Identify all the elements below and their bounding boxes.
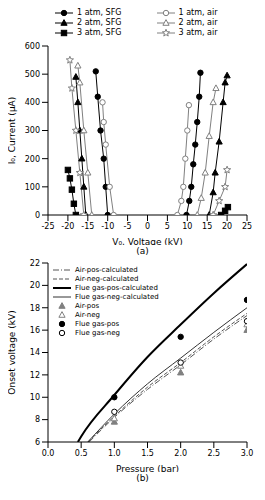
html-text:Flue gas-neg: Flue gas-neg [75,329,120,337]
svg-text:100: 100 [25,183,40,192]
svg-text:18: 18 [30,304,40,313]
svg-text:V₀, Voltage (kV): V₀, Voltage (kV) [112,237,183,245]
svg-text:5: 5 [165,222,170,231]
html-text:2 atm, SFG: 2 atm, SFG [77,18,122,27]
svg-text:-5: -5 [124,222,132,231]
svg-text:0: 0 [145,222,150,231]
html-text:Flue gas-neg-calculated: Flue gas-neg-calculated [75,293,159,301]
html-text:(b): (b) [136,473,149,483]
svg-text:22: 22 [30,259,40,268]
svg-text:2.5: 2.5 [207,449,220,458]
svg-text:8: 8 [35,415,40,424]
html-text:Air-pos-calculated: Air-pos-calculated [75,266,138,274]
svg-text:10: 10 [182,222,192,231]
svg-text:500: 500 [25,70,40,79]
svg-text:1.5: 1.5 [141,449,154,458]
svg-text:20: 20 [222,222,232,231]
svg-text:1.0: 1.0 [108,449,121,458]
svg-text:I₀, Current (μA): I₀, Current (μA) [8,97,17,165]
svg-text:-10: -10 [101,222,114,231]
svg-text:-25: -25 [41,222,54,231]
svg-text:600: 600 [25,42,40,51]
svg-text:200: 200 [25,155,40,164]
svg-text:20: 20 [30,281,40,290]
svg-text:10: 10 [30,393,40,402]
svg-text:0: 0 [35,211,40,220]
svg-text:400: 400 [25,98,40,107]
html-text:3 atm, air: 3 atm, air [178,28,218,37]
svg-text:-20: -20 [61,222,74,231]
html-text:1 atm, SFG: 1 atm, SFG [77,8,122,17]
svg-text:25: 25 [242,222,252,231]
svg-text:0.0: 0.0 [42,449,55,458]
html-text:Flue gas-pos: Flue gas-pos [75,320,120,328]
html-text:2 atm, air: 2 atm, air [178,18,218,27]
svg-text:0.5: 0.5 [75,449,88,458]
svg-text:-15: -15 [81,222,94,231]
svg-text:14: 14 [30,348,40,357]
html-text:Air-neg-calculated: Air-neg-calculated [75,275,139,283]
svg-text:Onset voltage (kV): Onset voltage (kV) [8,310,17,394]
html-text:Flue gas-pos-calculated: Flue gas-pos-calculated [75,284,158,292]
svg-text:300: 300 [25,126,40,135]
svg-text:3.0: 3.0 [241,449,254,458]
svg-text:16: 16 [30,326,40,335]
svg-text:2.0: 2.0 [174,449,187,458]
html-text:3 atm, SFG: 3 atm, SFG [77,28,122,37]
svg-text:Pressure (bar): Pressure (bar) [116,464,179,472]
svg-text:12: 12 [30,371,40,380]
html-text:Air-neg: Air-neg [75,311,100,319]
svg-text:6: 6 [35,438,40,447]
html-text:Air-pos: Air-pos [75,302,100,310]
svg-text:15: 15 [202,222,212,231]
html-text:1 atm, air: 1 atm, air [178,8,218,17]
html-text:(a): (a) [136,246,149,256]
